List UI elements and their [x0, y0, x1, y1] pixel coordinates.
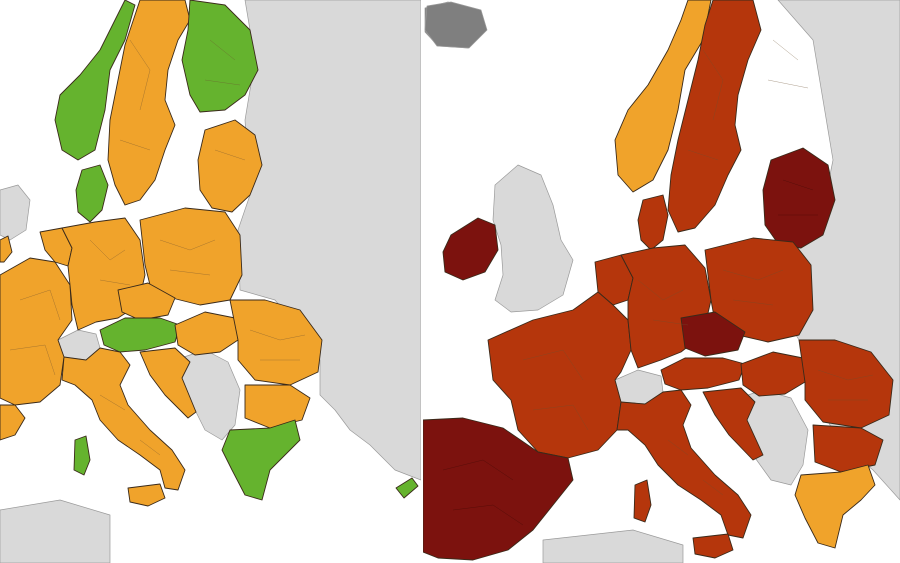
subregion-borders	[9, 39, 306, 456]
region-hungary	[174, 311, 239, 356]
region-baltics	[762, 147, 836, 249]
region-sardinia	[633, 479, 652, 523]
map-later	[423, 0, 900, 563]
region-north-africa	[542, 529, 684, 563]
region-uk	[492, 164, 574, 313]
region-greece	[794, 464, 876, 549]
subregion-borders	[442, 39, 874, 526]
region-uk	[0, 184, 31, 241]
region-bulgaria	[244, 384, 311, 429]
panel-divider	[421, 0, 423, 563]
region-sweden	[107, 0, 191, 206]
region-north-africa	[0, 499, 111, 563]
region-france	[487, 291, 632, 459]
region-finland	[181, 0, 259, 113]
region-denmark	[75, 164, 109, 223]
region-cyprus	[395, 477, 419, 499]
region-ireland	[0, 235, 13, 263]
region-no-data	[424, 1, 488, 49]
region-romania	[798, 339, 894, 429]
region-austria	[99, 317, 181, 353]
region-czechia	[117, 282, 176, 321]
region-ireland	[442, 217, 499, 281]
region-sicily	[692, 533, 734, 559]
region-austria	[660, 357, 746, 391]
region-czechia	[680, 311, 746, 357]
map-panel-later	[423, 0, 900, 563]
region-slovenia-croatia	[702, 387, 764, 461]
region-hungary	[740, 351, 806, 397]
region-sicily	[127, 483, 166, 507]
region-iberia	[0, 404, 26, 441]
map-earlier	[0, 0, 421, 563]
region-norway	[54, 0, 136, 161]
region-romania	[229, 299, 323, 386]
region-italy	[616, 389, 752, 539]
region-sweden	[667, 0, 762, 233]
region-france	[0, 257, 73, 406]
region-baltics	[197, 119, 263, 213]
region-italy	[61, 347, 186, 491]
map-panel-earlier	[0, 0, 421, 563]
region-greece	[221, 419, 301, 501]
region-norway	[614, 0, 712, 193]
region-denmark	[637, 194, 669, 251]
region-slovenia-croatia	[139, 347, 197, 419]
region-bulgaria	[812, 424, 884, 473]
region-sardinia	[73, 435, 91, 476]
region-iberia	[423, 417, 574, 561]
